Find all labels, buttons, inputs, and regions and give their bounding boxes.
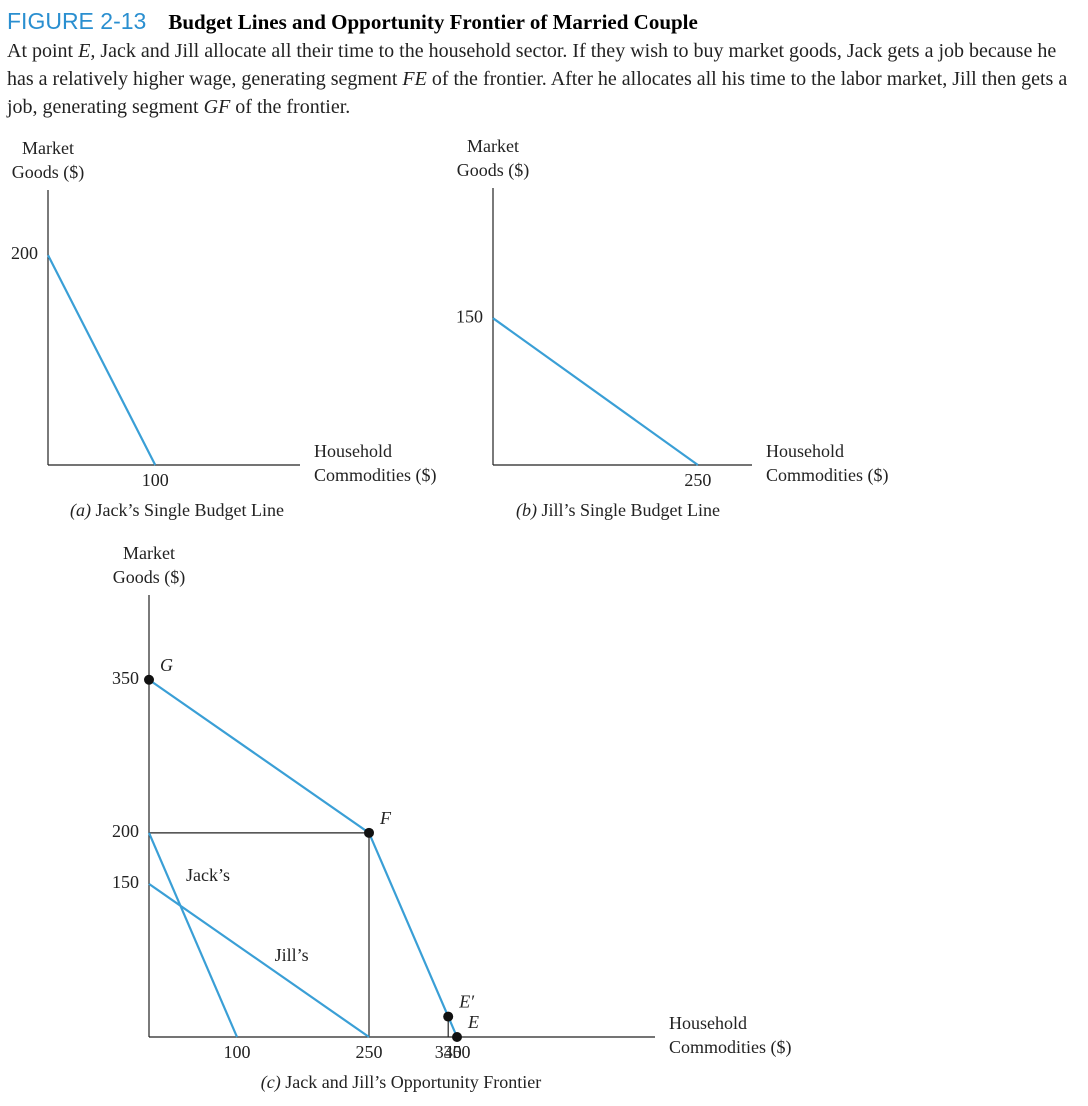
y-tick-label: 200 [11,243,38,263]
y-axis-label: Market [467,136,519,156]
y-axis-label: Goods ($) [457,160,530,181]
series-line [148,678,459,1038]
y-axis-label: Goods ($) [113,567,186,588]
figure-label: FIGURE 2-13 [7,8,147,34]
x-axis-label: Commodities ($) [766,465,889,486]
point-label: F [379,808,392,828]
x-tick-label: 100 [142,470,169,490]
chart-subtitle: (b) Jill’s Single Budget Line [516,500,720,521]
x-axis-label: Household [766,441,844,461]
x-axis-label: Household [314,441,392,461]
point [443,1011,454,1022]
series-line [148,882,370,1038]
point-label: E [467,1012,479,1032]
x-tick-label: 100 [224,1042,251,1062]
title-row: FIGURE 2-13 Budget Lines and Opportunity … [7,8,1082,35]
series-label: Jack’s [186,865,230,885]
panel-title: Jack and Jill’s Opportunity Frontier [285,1072,541,1092]
x-tick-label: 250 [684,470,711,490]
series-line [492,317,699,466]
caption-run: Jack and Jill allocate all their time to… [7,40,1057,90]
panel-label: (b) [516,500,537,521]
caption-run: of the frontier. After he allocates all … [7,68,1068,118]
point [364,827,374,838]
chart-subtitle: (a) Jack’s Single Budget Line [70,500,284,521]
x-tick-label: 250 [356,1042,383,1062]
point-label: E′ [458,992,475,1012]
series-line [47,254,157,466]
y-tick-label: 200 [112,821,139,841]
x-tick-label: 350 [444,1042,471,1062]
caption-run: E, [78,40,96,62]
caption-run: FE [402,68,427,90]
panel-label: (c) [261,1072,281,1093]
y-axis-label: Goods ($) [12,162,85,183]
x-tick-label: 340 [435,1042,462,1062]
caption: At point E, Jack and Jill allocate all t… [7,37,1082,121]
series-label: Jill’s [275,945,309,965]
panel-title: Jill’s Single Budget Line [542,500,721,520]
y-tick-label: 150 [112,872,139,892]
x-axis-label: Household [669,1013,747,1033]
caption-run: GF [203,96,231,118]
panel-title: Jack’s Single Budget Line [96,500,284,520]
y-tick-label: 350 [112,668,139,688]
caption-run: of the frontier. [230,96,351,118]
point-label: G [160,655,173,675]
figure-header: FIGURE 2-13 Budget Lines and Opportunity … [7,8,1082,121]
x-axis-label: Commodities ($) [669,1037,792,1058]
x-axis-label: Commodities ($) [314,465,437,486]
y-axis-label: Market [123,543,175,563]
caption-run: At point [7,40,79,62]
y-axis-label: Market [22,138,74,158]
series-line [147,832,239,1038]
figure-title: Budget Lines and Opportunity Frontier of… [168,10,698,34]
chart-subtitle: (c) Jack and Jill’s Opportunity Frontier [261,1072,541,1093]
point [452,1032,462,1042]
point [144,674,154,685]
y-tick-label: 150 [456,306,483,326]
panel-label: (a) [70,500,91,521]
